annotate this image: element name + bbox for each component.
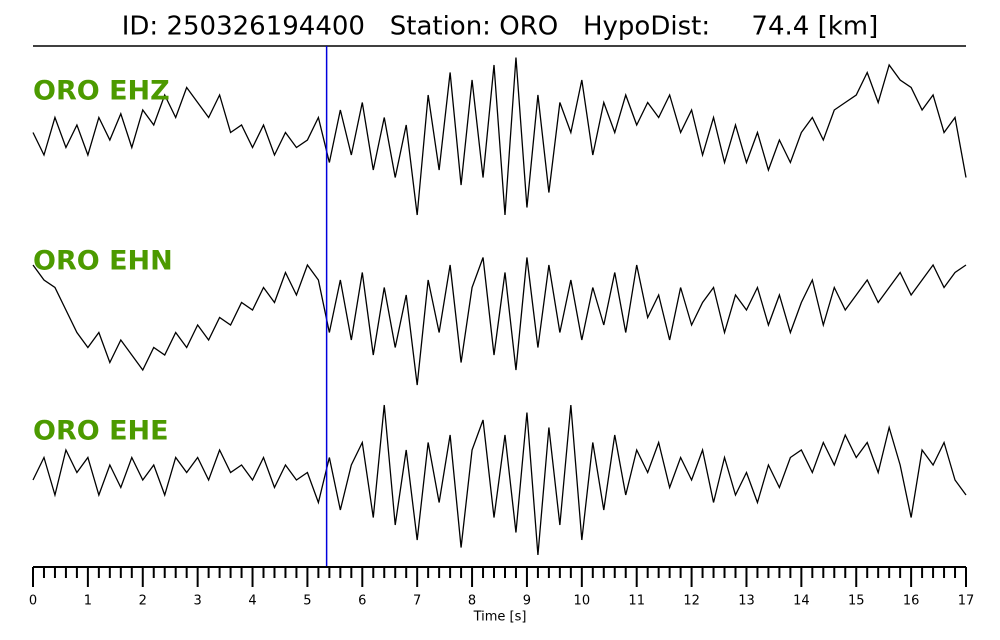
- x-tick-label: 17: [958, 594, 975, 609]
- x-tick-label: 6: [358, 594, 366, 609]
- x-tick-label: 14: [793, 594, 810, 609]
- x-tick-label: 10: [574, 594, 591, 609]
- x-tick-label: 8: [468, 594, 476, 609]
- waveform: [32, 57, 967, 216]
- waveform: [32, 404, 967, 556]
- x-tick-label: 9: [523, 594, 531, 609]
- x-tick-label: 12: [683, 594, 700, 609]
- x-tick-label: 0: [29, 594, 37, 609]
- x-tick-label: 4: [248, 594, 256, 609]
- x-tick-label: 16: [903, 594, 920, 609]
- waveform: [32, 257, 967, 386]
- x-tick-label: 15: [848, 594, 865, 609]
- x-axis-label: Time [s]: [473, 610, 527, 625]
- x-tick-label: 5: [303, 594, 311, 609]
- channel-label: ORO EHE: [33, 416, 169, 447]
- chart-title: ID: 250326194400 Station: ORO HypoDist: …: [122, 12, 879, 42]
- channel-label: ORO EHZ: [33, 76, 170, 107]
- x-tick-label: 13: [738, 594, 755, 609]
- x-tick-label: 11: [628, 594, 645, 609]
- x-tick-label: 1: [84, 594, 92, 609]
- x-tick-label: 3: [194, 594, 202, 609]
- x-tick-label: 2: [139, 594, 147, 609]
- channel-label: ORO EHN: [33, 246, 173, 277]
- x-tick-label: 7: [413, 594, 421, 609]
